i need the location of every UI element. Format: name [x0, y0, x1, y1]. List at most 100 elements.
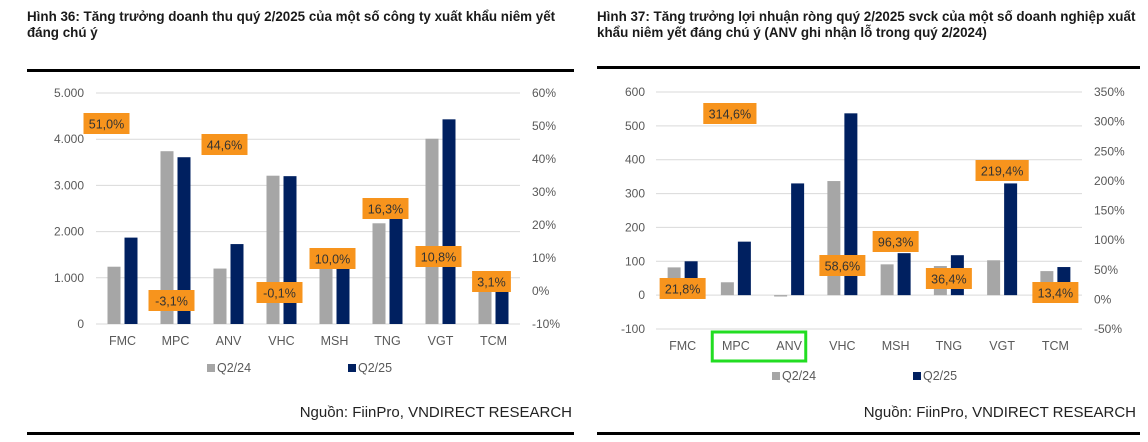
- chart36-legend-label-q2-24: Q2/24: [217, 361, 251, 375]
- top-rule-right: [597, 66, 1140, 69]
- chart37-growth-label: 219,4%: [981, 165, 1023, 179]
- chart36-bar-q2-24: [319, 268, 333, 324]
- chart36-y-tick-label: 2.000: [54, 225, 84, 239]
- source-left: Nguồn: FiinPro, VNDIRECT RESEARCH: [299, 404, 572, 421]
- chart36-y-tick-label: 3.000: [54, 178, 84, 192]
- chart37-y-tick-label: 500: [625, 119, 645, 133]
- source-right: Nguồn: FiinPro, VNDIRECT RESEARCH: [863, 404, 1136, 421]
- chart37-category-label: FMC: [669, 339, 696, 353]
- chart36-growth-label: 10,8%: [421, 251, 456, 265]
- chart37-category-label: VHC: [829, 339, 855, 353]
- chart36-y2-tick-label: -10%: [532, 317, 560, 331]
- chart37-growth-label-box: [872, 231, 919, 252]
- chart37-category-label: VGT: [989, 339, 1015, 353]
- chart37-y2-tick-label: 100%: [1094, 233, 1125, 247]
- chart37-y2-tick-label: 200%: [1094, 174, 1125, 188]
- chart37-growth-label: 13,4%: [1038, 287, 1073, 301]
- chart37-growth-label: 96,3%: [878, 236, 913, 250]
- chart36-bar-q2-25: [336, 268, 350, 324]
- chart37-legend-label-q2-25: Q2/25: [923, 369, 957, 383]
- chart36-legend-swatch-q2-25: [348, 364, 356, 372]
- chart36-growth-label: -3,1%: [155, 295, 188, 309]
- chart37-bar-q2-25: [737, 241, 751, 296]
- chart36-bar-q2-24: [425, 138, 439, 324]
- chart36-growth-label-box: [201, 134, 248, 155]
- chart37-legend-label-q2-24: Q2/24: [782, 369, 816, 383]
- chart37-growth-label-box: [975, 160, 1029, 181]
- chart37-y2-tick-label: 0%: [1094, 292, 1112, 306]
- bottom-rule-left: [27, 432, 574, 435]
- chart36-y-tick-label: 0: [77, 317, 84, 331]
- figure-37-title: Hình 37: Tăng trưởng lợi nhuận ròng quý …: [597, 9, 1136, 40]
- chart36-category-label: TNG: [374, 334, 400, 348]
- chart36-growth-label: -0,1%: [263, 287, 296, 301]
- chart37-y2-tick-label: 350%: [1094, 85, 1125, 99]
- chart36-growth-label: 44,6%: [207, 139, 242, 153]
- chart36-category-label: FMC: [109, 334, 136, 348]
- chart37-category-label: TNG: [936, 339, 962, 353]
- chart37-bar-q2-24: [774, 295, 788, 297]
- chart36-growth-label-box: [415, 246, 462, 267]
- chart36-growth-label: 16,3%: [368, 203, 403, 217]
- chart36-y-tick-label: 4.000: [54, 132, 84, 146]
- chart36-bar-q2-24: [213, 268, 227, 324]
- chart36-bar-q2-25: [230, 244, 244, 324]
- chart36-bar-q2-25: [389, 207, 403, 324]
- chart37-bar-q2-24: [827, 181, 841, 296]
- chart36-y2-tick-label: 10%: [532, 251, 556, 265]
- chart37-y-tick-label: -100: [621, 322, 645, 336]
- chart37-y2-tick-label: 300%: [1094, 115, 1125, 129]
- chart37-growth-label: 21,8%: [665, 283, 700, 297]
- chart37-growth-label: 314,6%: [709, 108, 751, 122]
- bottom-rule-right: [597, 432, 1140, 435]
- chart37-y2-tick-label: 50%: [1094, 263, 1118, 277]
- chart37-bar-q2-25: [844, 113, 858, 296]
- chart37-y-tick-label: 200: [625, 220, 645, 234]
- chart36-bar-q2-25: [177, 157, 191, 324]
- chart36-category-label: VGT: [428, 334, 454, 348]
- chart37-category-label: ANV: [776, 339, 802, 353]
- chart36-bar-q2-25: [124, 237, 138, 324]
- chart36-growth-label-box: [256, 282, 303, 303]
- chart36-y2-tick-label: 40%: [532, 152, 556, 166]
- chart36-growth-label: 3,1%: [477, 276, 506, 290]
- chart37-bar-q2-24: [720, 282, 734, 296]
- chart37-category-label: MSH: [882, 339, 910, 353]
- figure-36-title: Hình 36: Tăng trưởng doanh thu quý 2/202…: [27, 9, 556, 40]
- chart36-y2-tick-label: 20%: [532, 218, 556, 232]
- chart36-growth-label-box: [472, 271, 511, 292]
- chart36-category-label: MPC: [162, 334, 190, 348]
- chart37-y2-tick-label: 250%: [1094, 144, 1125, 158]
- chart36-y2-tick-label: 30%: [532, 185, 556, 199]
- chart36-legend-swatch-q2-24: [207, 364, 215, 372]
- chart37-category-label: MPC: [722, 339, 750, 353]
- chart36-growth-label-box: [148, 290, 195, 311]
- chart36-bar-q2-25: [442, 119, 456, 324]
- chart36-growth-label-box: [309, 248, 356, 269]
- chart37-growth-label-box: [925, 268, 972, 289]
- chart37-highlight-box: [710, 330, 808, 363]
- chart37-y2-tick-label: -50%: [1094, 322, 1122, 336]
- chart36-y2-tick-label: 60%: [532, 86, 556, 100]
- chart36-y2-tick-label: 50%: [532, 119, 556, 133]
- chart36-growth-label: 10,0%: [315, 253, 350, 267]
- chart37-bar-q2-24: [987, 260, 1001, 296]
- chart37-growth-label-box: [1032, 282, 1079, 303]
- chart37-bar-q2-25: [791, 183, 805, 296]
- chart36-growth-label: 51,0%: [89, 118, 124, 132]
- chart37-bar-q2-25: [897, 253, 911, 296]
- chart37-y2-tick-label: 150%: [1094, 204, 1125, 218]
- chart36-y2-tick-label: 0%: [532, 284, 550, 298]
- chart36-bar-q2-24: [160, 151, 174, 324]
- chart36-bar-q2-24: [478, 291, 492, 324]
- chart37-growth-label-box: [819, 255, 866, 276]
- chart36-category-label: MSH: [321, 334, 349, 348]
- chart37-bar-q2-24: [880, 264, 894, 296]
- chart36-legend-label-q2-25: Q2/25: [358, 361, 392, 375]
- chart37-y-tick-label: 300: [625, 187, 645, 201]
- chart36-bar-q2-25: [495, 290, 509, 324]
- chart36-growth-label-box: [83, 113, 130, 134]
- chart37-legend-swatch-q2-24: [772, 372, 780, 380]
- chart36-bar-q2-24: [107, 266, 121, 324]
